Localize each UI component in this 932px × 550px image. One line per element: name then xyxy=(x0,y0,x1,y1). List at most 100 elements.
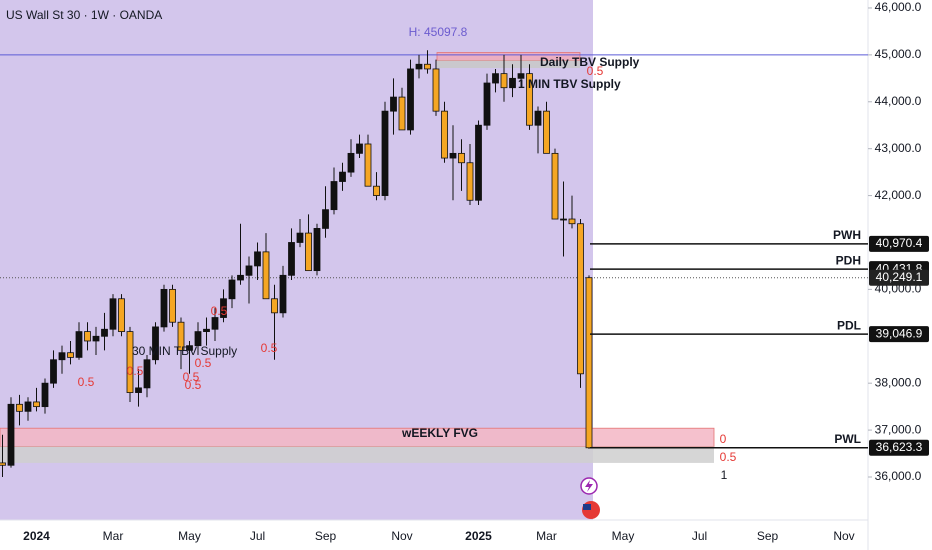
fib-label: 0.5 xyxy=(183,370,200,384)
fib-label: 0.5 xyxy=(127,364,144,378)
annotation: 0 xyxy=(720,432,727,446)
candle-body xyxy=(101,328,108,337)
candle-body xyxy=(237,274,244,281)
last-price-label: 40,249.1 xyxy=(876,270,923,284)
candle-body xyxy=(84,331,91,342)
level-label-box xyxy=(869,235,929,252)
candle-body xyxy=(475,124,482,201)
candle-body xyxy=(7,403,15,466)
candle-body xyxy=(483,82,491,126)
chart-title: US Wall St 30 · 1W · OANDA xyxy=(6,8,162,22)
candle-body xyxy=(322,209,329,229)
candle-body xyxy=(50,359,57,384)
candle-body xyxy=(449,152,457,159)
candle-body xyxy=(203,328,210,332)
y-tick-label: 43,000.0 xyxy=(875,141,922,155)
candle-body xyxy=(560,218,567,221)
candle-body xyxy=(568,218,576,225)
x-tick-label: May xyxy=(612,529,635,543)
annotation: 30 MIN TBV Supply xyxy=(132,344,237,358)
level-label-box xyxy=(869,439,929,456)
last-price-box xyxy=(869,269,929,286)
candle-body xyxy=(126,331,134,393)
x-tick-label: Nov xyxy=(833,529,854,543)
y-tick-label: 42,000.0 xyxy=(875,188,922,202)
candle-body xyxy=(585,277,593,449)
annotation: 1 MIN TBV Supply xyxy=(518,77,621,91)
candle-body xyxy=(492,73,499,84)
x-tick-label: 2025 xyxy=(465,529,492,543)
candle-body xyxy=(466,162,474,201)
candle-body xyxy=(407,68,414,131)
x-tick-label: Mar xyxy=(536,529,557,543)
candle-body xyxy=(313,228,321,272)
fib-label: 0.5 xyxy=(195,356,212,370)
x-tick-label: Jul xyxy=(692,529,707,543)
y-tick-label: 44,000.0 xyxy=(875,94,922,108)
candle-body xyxy=(41,382,49,408)
candle-body xyxy=(347,152,355,173)
candle-body xyxy=(381,110,389,196)
x-tick-label: Jul xyxy=(250,529,265,543)
candle-body xyxy=(517,73,525,79)
candle-body xyxy=(75,331,83,358)
candle-body xyxy=(424,63,431,70)
candle-body xyxy=(33,401,40,408)
fib-label: 0.5 xyxy=(261,341,278,355)
candle-body xyxy=(577,223,584,375)
candle-body xyxy=(262,251,270,300)
candle-body xyxy=(143,359,151,389)
zone xyxy=(0,446,714,463)
candle-body xyxy=(92,335,100,342)
fib-label: 0.5 xyxy=(78,375,95,389)
candle-body xyxy=(109,298,117,330)
x-tick-label: 2024 xyxy=(23,529,50,543)
zone xyxy=(437,60,580,69)
y-tick-label: 36,000.0 xyxy=(875,469,922,483)
icons xyxy=(580,477,600,519)
candle-body xyxy=(500,73,508,89)
candle-body xyxy=(441,110,448,159)
candle-body xyxy=(458,152,465,164)
level-name: PDH xyxy=(836,253,861,267)
y-tick-label: 46,000.0 xyxy=(875,0,922,14)
candle-body xyxy=(186,345,193,351)
candle-body xyxy=(160,288,168,328)
candle-body xyxy=(398,96,406,131)
candle-body xyxy=(390,96,397,112)
candle-body xyxy=(118,298,125,332)
candle-body xyxy=(415,63,423,70)
level-label: 39,046.9 xyxy=(876,326,923,340)
fib-label: 0.5 xyxy=(185,378,202,392)
candle-body xyxy=(279,274,287,314)
level-name: PDL xyxy=(837,318,861,332)
level-label-box xyxy=(869,326,929,343)
candle-body xyxy=(0,462,6,466)
candle-body xyxy=(526,73,533,126)
annotation: 1 xyxy=(721,468,728,482)
lightning-glyph xyxy=(585,480,593,492)
x-tick-label: Sep xyxy=(757,529,779,543)
annotation: 0.5 xyxy=(720,450,737,464)
candle-body xyxy=(432,68,440,112)
candle-body xyxy=(135,387,142,393)
candle-body xyxy=(24,401,32,412)
candle-body xyxy=(228,279,236,300)
level-label: 40,970.4 xyxy=(876,236,923,250)
candle-body xyxy=(534,110,542,126)
y-tick-label: 38,000.0 xyxy=(875,375,922,389)
candle-body xyxy=(211,317,219,330)
x-tick-label: Sep xyxy=(315,529,337,543)
candle-body xyxy=(58,352,66,361)
candle-body xyxy=(152,326,159,361)
candle-body xyxy=(254,251,261,267)
candle-body xyxy=(271,298,278,314)
level-name: PWL xyxy=(834,432,861,446)
candle-body xyxy=(330,181,338,211)
candle-body xyxy=(288,242,295,276)
candle-body xyxy=(305,232,312,272)
level-label: 36,623.3 xyxy=(876,440,923,454)
y-tick-label: 45,000.0 xyxy=(875,47,922,61)
